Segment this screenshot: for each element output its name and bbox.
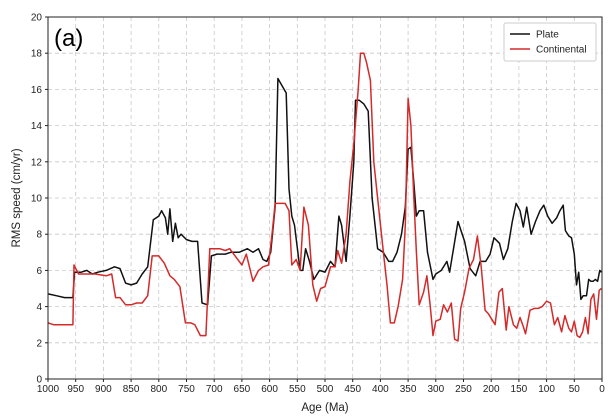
- x-axis-title: Age (Ma): [301, 402, 348, 414]
- grid-layer: [47, 16, 603, 380]
- x-tick-label: 400: [372, 384, 389, 395]
- legend-box: [503, 22, 597, 62]
- x-tick-label: 950: [67, 384, 84, 395]
- legend-items: Plate Continental: [510, 30, 587, 56]
- panel-label: (a): [54, 25, 83, 52]
- y-tick-label: 0: [36, 375, 42, 386]
- y-tick-label: 2: [36, 338, 42, 349]
- x-tick-label: 550: [289, 384, 306, 395]
- x-tick-label: 600: [261, 384, 278, 395]
- x-tick-label: 1000: [37, 384, 60, 395]
- x-tick-label: 250: [455, 384, 472, 395]
- y-tick-label: 14: [31, 121, 43, 132]
- x-tick-label: 700: [206, 384, 223, 395]
- x-tick-label: 300: [427, 384, 444, 395]
- y-tick-label: 20: [31, 13, 43, 24]
- y-axis-title: RMS speed (cm/yr): [11, 148, 23, 247]
- x-tick-label: 0: [599, 384, 605, 395]
- legend-label-continental: Continental: [536, 45, 587, 56]
- x-tick-label: 850: [123, 384, 140, 395]
- x-tick-label: 350: [400, 384, 417, 395]
- series-line-plate: [47, 77, 602, 306]
- y-tick-label: 4: [36, 302, 42, 313]
- x-tick-label: 900: [95, 384, 112, 395]
- y-tick-label: 6: [36, 266, 42, 277]
- y-tick-label: 10: [31, 194, 43, 205]
- tick-layer: 1000 950 900 850 800 750 700 650 600 550 500 450 400…: [31, 13, 605, 396]
- x-tick-label: 800: [150, 384, 167, 395]
- x-tick-label: 450: [344, 384, 361, 395]
- x-tick-label: 750: [178, 384, 195, 395]
- y-tick-label: 8: [36, 230, 42, 241]
- series-line-continental: [47, 52, 602, 342]
- legend: Plate Continental: [503, 22, 597, 62]
- y-tick-label: 12: [31, 157, 43, 168]
- y-tick-label: 16: [31, 85, 43, 96]
- x-tick-label: 650: [234, 384, 251, 395]
- y-tick-label: 18: [31, 49, 43, 60]
- series-layer: [47, 52, 602, 342]
- x-tick-label: 150: [511, 384, 528, 395]
- x-tick-label: 50: [569, 384, 581, 395]
- x-tick-label: 200: [483, 384, 500, 395]
- x-tick-label: 100: [538, 384, 555, 395]
- legend-label-plate: Plate: [536, 30, 559, 41]
- x-tick-label: 500: [317, 384, 334, 395]
